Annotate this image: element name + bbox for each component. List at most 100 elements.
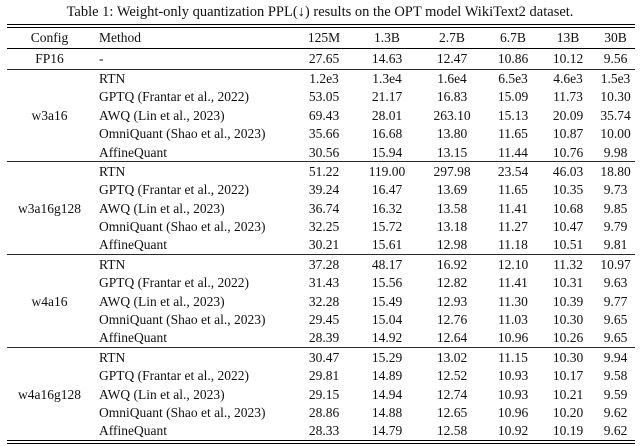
value-cell: 1.3e4 bbox=[372, 70, 402, 86]
value-cell: 9.62 bbox=[603, 423, 628, 439]
table-row: GPTQ (Frantar et al., 2022) 39.24 16.47 13.… bbox=[7, 181, 635, 199]
value-cell: 20.09 bbox=[552, 107, 584, 123]
value-cell: 13.02 bbox=[436, 349, 468, 365]
table-row: AWQ (Lin et al., 2023) 29.15 14.94 12.74 10.… bbox=[7, 385, 635, 403]
table-row: AWQ (Lin et al., 2023) 69.43 28.01 263.10 15… bbox=[7, 106, 635, 124]
value-cell: 16.68 bbox=[371, 126, 403, 142]
value-cell: 13.80 bbox=[436, 126, 468, 142]
table-row: w4a16g128 RTN 30.47 15.29 13.02 11.15 10.30 9.9… bbox=[7, 348, 635, 401]
value-cell: 15.04 bbox=[371, 312, 403, 328]
value-cell: 11.41 bbox=[498, 275, 528, 291]
value-cell: 9.62 bbox=[603, 404, 628, 420]
value-cell: 11.65 bbox=[498, 182, 528, 198]
value-cell: 13.69 bbox=[436, 182, 468, 198]
table-row: w3a16g128 RTN 51.22 119.00 297.98 23.54 46.03 1… bbox=[7, 162, 635, 215]
method-cell: - bbox=[99, 50, 104, 66]
method-cell: OmniQuant (Shao et al., 2023) bbox=[99, 219, 266, 235]
table-row: w3a16 RTN 1.2e3 1.3e4 1.6e4 6.5e3 4.6e3 1.5e3 bbox=[7, 69, 635, 122]
method-cell: AffineQuant bbox=[99, 237, 167, 253]
method-cell: GPTQ (Frantar et al., 2022) bbox=[99, 275, 249, 291]
value-cell: 11.18 bbox=[498, 237, 528, 253]
method-cell: AffineQuant bbox=[99, 144, 167, 160]
value-cell: 29.45 bbox=[308, 312, 340, 328]
value-cell: 10.12 bbox=[552, 50, 584, 66]
value-cell: 1.6e4 bbox=[437, 70, 467, 86]
table-row: FP16 - 27.65 14.63 12.47 10.86 10.12 9.56 bbox=[7, 48, 635, 69]
value-cell: 51.22 bbox=[308, 163, 340, 179]
value-cell: 11.30 bbox=[498, 293, 528, 309]
value-cell: 14.94 bbox=[371, 386, 403, 402]
value-cell: 28.33 bbox=[308, 423, 340, 439]
config-label: w4a16 bbox=[31, 293, 68, 309]
table-row: AffineQuant 28.39 14.92 12.64 10.96 10.26 9.65 bbox=[7, 329, 635, 348]
value-cell: 11.27 bbox=[498, 219, 528, 235]
value-cell: 10.47 bbox=[552, 219, 584, 235]
table-row: w4a16 RTN 37.28 48.17 16.92 12.10 11.32 10.97 bbox=[7, 255, 635, 308]
value-cell: 15.56 bbox=[371, 275, 403, 291]
config-group-w3a16g128: w3a16g128 RTN 51.22 119.00 297.98 23.54 46.03 1… bbox=[7, 162, 635, 255]
value-cell: 30.21 bbox=[308, 237, 340, 253]
value-cell: 9.81 bbox=[603, 237, 628, 253]
value-cell: 9.63 bbox=[603, 275, 628, 291]
table-row: OmniQuant (Shao et al., 2023) 35.66 16.68 1… bbox=[7, 125, 635, 143]
table-row: OmniQuant (Shao et al., 2023) 29.45 15.04 1… bbox=[7, 311, 635, 329]
value-cell: 12.98 bbox=[436, 237, 468, 253]
value-cell: 21.17 bbox=[371, 89, 403, 105]
table-row: OmniQuant (Shao et al., 2023) 32.25 15.72 1… bbox=[7, 218, 635, 236]
method-cell: OmniQuant (Shao et al., 2023) bbox=[99, 404, 266, 420]
value-cell: 10.93 bbox=[497, 368, 529, 384]
value-cell: 16.83 bbox=[436, 89, 468, 105]
value-cell: 10.31 bbox=[552, 275, 584, 291]
value-cell: 9.65 bbox=[603, 330, 628, 346]
value-cell: 31.43 bbox=[308, 275, 340, 291]
column-header-2-7b: 2.7B bbox=[439, 29, 465, 45]
value-cell: 30.56 bbox=[308, 144, 340, 160]
value-cell: 32.28 bbox=[308, 293, 340, 309]
method-cell: OmniQuant (Shao et al., 2023) bbox=[99, 126, 266, 142]
table-row: AffineQuant 30.21 15.61 12.98 11.18 10.51 9.81 bbox=[7, 236, 635, 255]
table-header: Config Method 125M 1.3B 2.7B 6.7B 13B 30… bbox=[7, 26, 635, 48]
value-cell: 10.30 bbox=[552, 349, 584, 365]
quantization-results-table: Config Method 125M 1.3B 2.7B 6.7B 13B 30… bbox=[7, 24, 635, 445]
value-cell: 23.54 bbox=[497, 163, 529, 179]
value-cell: 10.26 bbox=[552, 330, 584, 346]
column-header-method: Method bbox=[99, 29, 141, 45]
value-cell: 12.58 bbox=[436, 423, 468, 439]
value-cell: 10.35 bbox=[552, 182, 584, 198]
config-label: w3a16g128 bbox=[18, 200, 81, 216]
value-cell: 10.96 bbox=[497, 404, 529, 420]
config-group-w4a16: w4a16 RTN 37.28 48.17 16.92 12.10 11.32 10.97 GP… bbox=[7, 255, 635, 348]
value-cell: 10.92 bbox=[497, 423, 529, 439]
method-cell: RTN bbox=[99, 163, 126, 179]
table-row: AWQ (Lin et al., 2023) 36.74 16.32 13.58 11.… bbox=[7, 199, 635, 217]
value-cell: 36.74 bbox=[308, 200, 340, 216]
column-header-config: Config bbox=[30, 29, 69, 45]
table-row: GPTQ (Frantar et al., 2022) 31.43 15.56 12.… bbox=[7, 274, 635, 292]
table-row: AffineQuant 30.56 15.94 13.15 11.44 10.76 9.98 bbox=[7, 143, 635, 162]
column-header-30b: 30B bbox=[604, 29, 627, 45]
value-cell: 14.79 bbox=[371, 423, 403, 439]
value-cell: 46.03 bbox=[552, 163, 584, 179]
value-cell: 12.74 bbox=[436, 386, 468, 402]
value-cell: 18.80 bbox=[600, 163, 631, 179]
method-cell: AffineQuant bbox=[99, 423, 167, 439]
table-caption: Table 1: Weight-only quantization PPL(↓)… bbox=[66, 4, 574, 20]
table-row: GPTQ (Frantar et al., 2022) 29.81 14.89 12.… bbox=[7, 367, 635, 385]
method-cell: AWQ (Lin et al., 2023) bbox=[99, 200, 225, 216]
value-cell: 48.17 bbox=[371, 256, 403, 272]
value-cell: 11.44 bbox=[498, 144, 528, 160]
method-cell: OmniQuant (Shao et al., 2023) bbox=[99, 312, 266, 328]
config-group-w4a16g128: w4a16g128 RTN 30.47 15.29 13.02 11.15 10.30 9.9… bbox=[7, 348, 635, 442]
value-cell: 12.82 bbox=[436, 275, 468, 291]
value-cell: 15.29 bbox=[371, 349, 403, 365]
value-cell: 15.49 bbox=[371, 293, 403, 309]
value-cell: 12.52 bbox=[436, 368, 468, 384]
table-row: OmniQuant (Shao et al., 2023) 28.86 14.88 1… bbox=[7, 404, 635, 422]
value-cell: 9.77 bbox=[603, 293, 628, 309]
column-header-1-3b: 1.3B bbox=[374, 29, 400, 45]
value-cell: 11.73 bbox=[553, 89, 583, 105]
table-row: AffineQuant 28.33 14.79 12.58 10.92 10.19 9.62 bbox=[7, 422, 635, 442]
value-cell: 119.00 bbox=[368, 163, 406, 179]
value-cell: 11.32 bbox=[553, 256, 583, 272]
method-cell: AWQ (Lin et al., 2023) bbox=[99, 293, 225, 309]
